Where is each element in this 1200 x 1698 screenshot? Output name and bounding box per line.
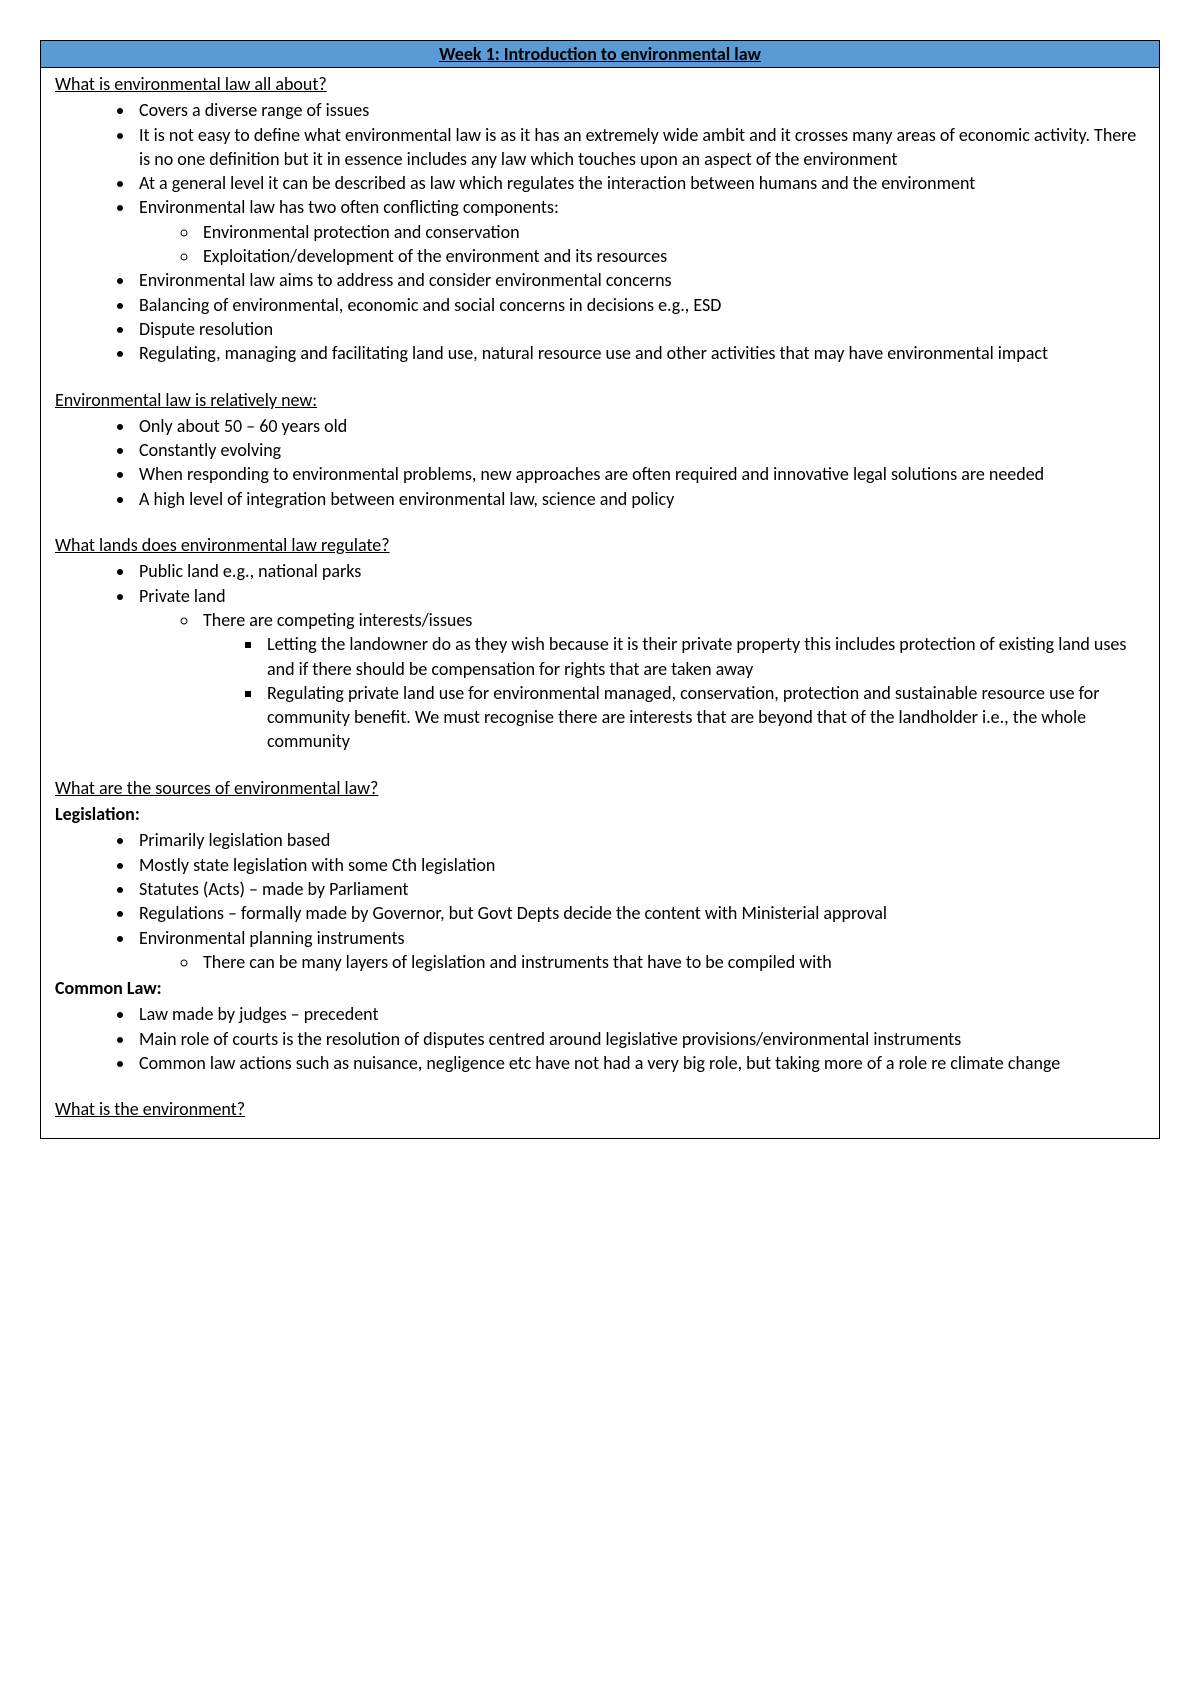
list-item: There are competing interests/issues Let… <box>199 608 1145 754</box>
list-item: Law made by judges – precedent <box>135 1002 1145 1026</box>
list-item: Letting the landowner do as they wish be… <box>263 632 1145 681</box>
section-heading-3: What lands does environmental law regula… <box>55 533 1145 557</box>
sub-sub-list: Letting the landowner do as they wish be… <box>203 632 1145 753</box>
list-item: Environmental law aims to address and co… <box>135 268 1145 292</box>
bullet-list-3: Public land e.g., national parks Private… <box>55 559 1145 753</box>
bullet-list-1: Covers a diverse range of issues It is n… <box>55 98 1145 365</box>
list-item: Only about 50 – 60 years old <box>135 414 1145 438</box>
list-item: At a general level it can be described a… <box>135 171 1145 195</box>
list-item-text: Private land <box>139 585 226 607</box>
page-frame: Week 1: Introduction to environmental la… <box>40 40 1160 1139</box>
list-item: Exploitation/development of the environm… <box>199 244 1145 268</box>
bullet-list-4b: Law made by judges – precedent Main role… <box>55 1002 1145 1075</box>
list-item-text: There are competing interests/issues <box>203 609 472 631</box>
section-heading-5: What is the environment? <box>55 1097 1145 1121</box>
list-item-text: Environmental law has two often conflict… <box>139 196 559 218</box>
spacer <box>55 1077 1145 1097</box>
sub-heading-common-law: Common Law: <box>55 976 1145 1000</box>
list-item: A high level of integration between envi… <box>135 487 1145 511</box>
sub-list: There can be many layers of legislation … <box>139 950 1145 974</box>
list-item: Regulating private land use for environm… <box>263 681 1145 754</box>
list-item: Dispute resolution <box>135 317 1145 341</box>
list-item: Environmental law has two often conflict… <box>135 195 1145 268</box>
section-heading-4: What are the sources of environmental la… <box>55 776 1145 800</box>
list-item: Environmental protection and conservatio… <box>199 220 1145 244</box>
list-item: Regulations – formally made by Governor,… <box>135 901 1145 925</box>
list-item: Constantly evolving <box>135 438 1145 462</box>
list-item: Covers a diverse range of issues <box>135 98 1145 122</box>
list-item: Private land There are competing interes… <box>135 584 1145 754</box>
list-item: Mostly state legislation with some Cth l… <box>135 853 1145 877</box>
sub-list: Environmental protection and conservatio… <box>139 220 1145 269</box>
title-bar: Week 1: Introduction to environmental la… <box>41 41 1159 68</box>
page-title: Week 1: Introduction to environmental la… <box>439 43 761 65</box>
list-item-text: Environmental planning instruments <box>139 927 405 949</box>
list-item: Main role of courts is the resolution of… <box>135 1027 1145 1051</box>
spacer <box>55 756 1145 776</box>
list-item: Common law actions such as nuisance, neg… <box>135 1051 1145 1075</box>
bullet-list-2: Only about 50 – 60 years old Constantly … <box>55 414 1145 511</box>
sub-heading-legislation: Legislation: <box>55 802 1145 826</box>
spacer <box>55 513 1145 533</box>
list-item: When responding to environmental problem… <box>135 462 1145 486</box>
section-heading-1: What is environmental law all about? <box>55 72 1145 96</box>
spacer <box>55 368 1145 388</box>
section-heading-2: Environmental law is relatively new: <box>55 388 1145 412</box>
list-item: Regulating, managing and facilitating la… <box>135 341 1145 365</box>
sub-list: There are competing interests/issues Let… <box>139 608 1145 754</box>
list-item: Environmental planning instruments There… <box>135 926 1145 975</box>
list-item: Balancing of environmental, economic and… <box>135 293 1145 317</box>
bullet-list-4a: Primarily legislation based Mostly state… <box>55 828 1145 974</box>
list-item: Statutes (Acts) – made by Parliament <box>135 877 1145 901</box>
list-item: Primarily legislation based <box>135 828 1145 852</box>
list-item: There can be many layers of legislation … <box>199 950 1145 974</box>
list-item: It is not easy to define what environmen… <box>135 123 1145 172</box>
list-item: Public land e.g., national parks <box>135 559 1145 583</box>
page-content: What is environmental law all about? Cov… <box>41 68 1159 1138</box>
